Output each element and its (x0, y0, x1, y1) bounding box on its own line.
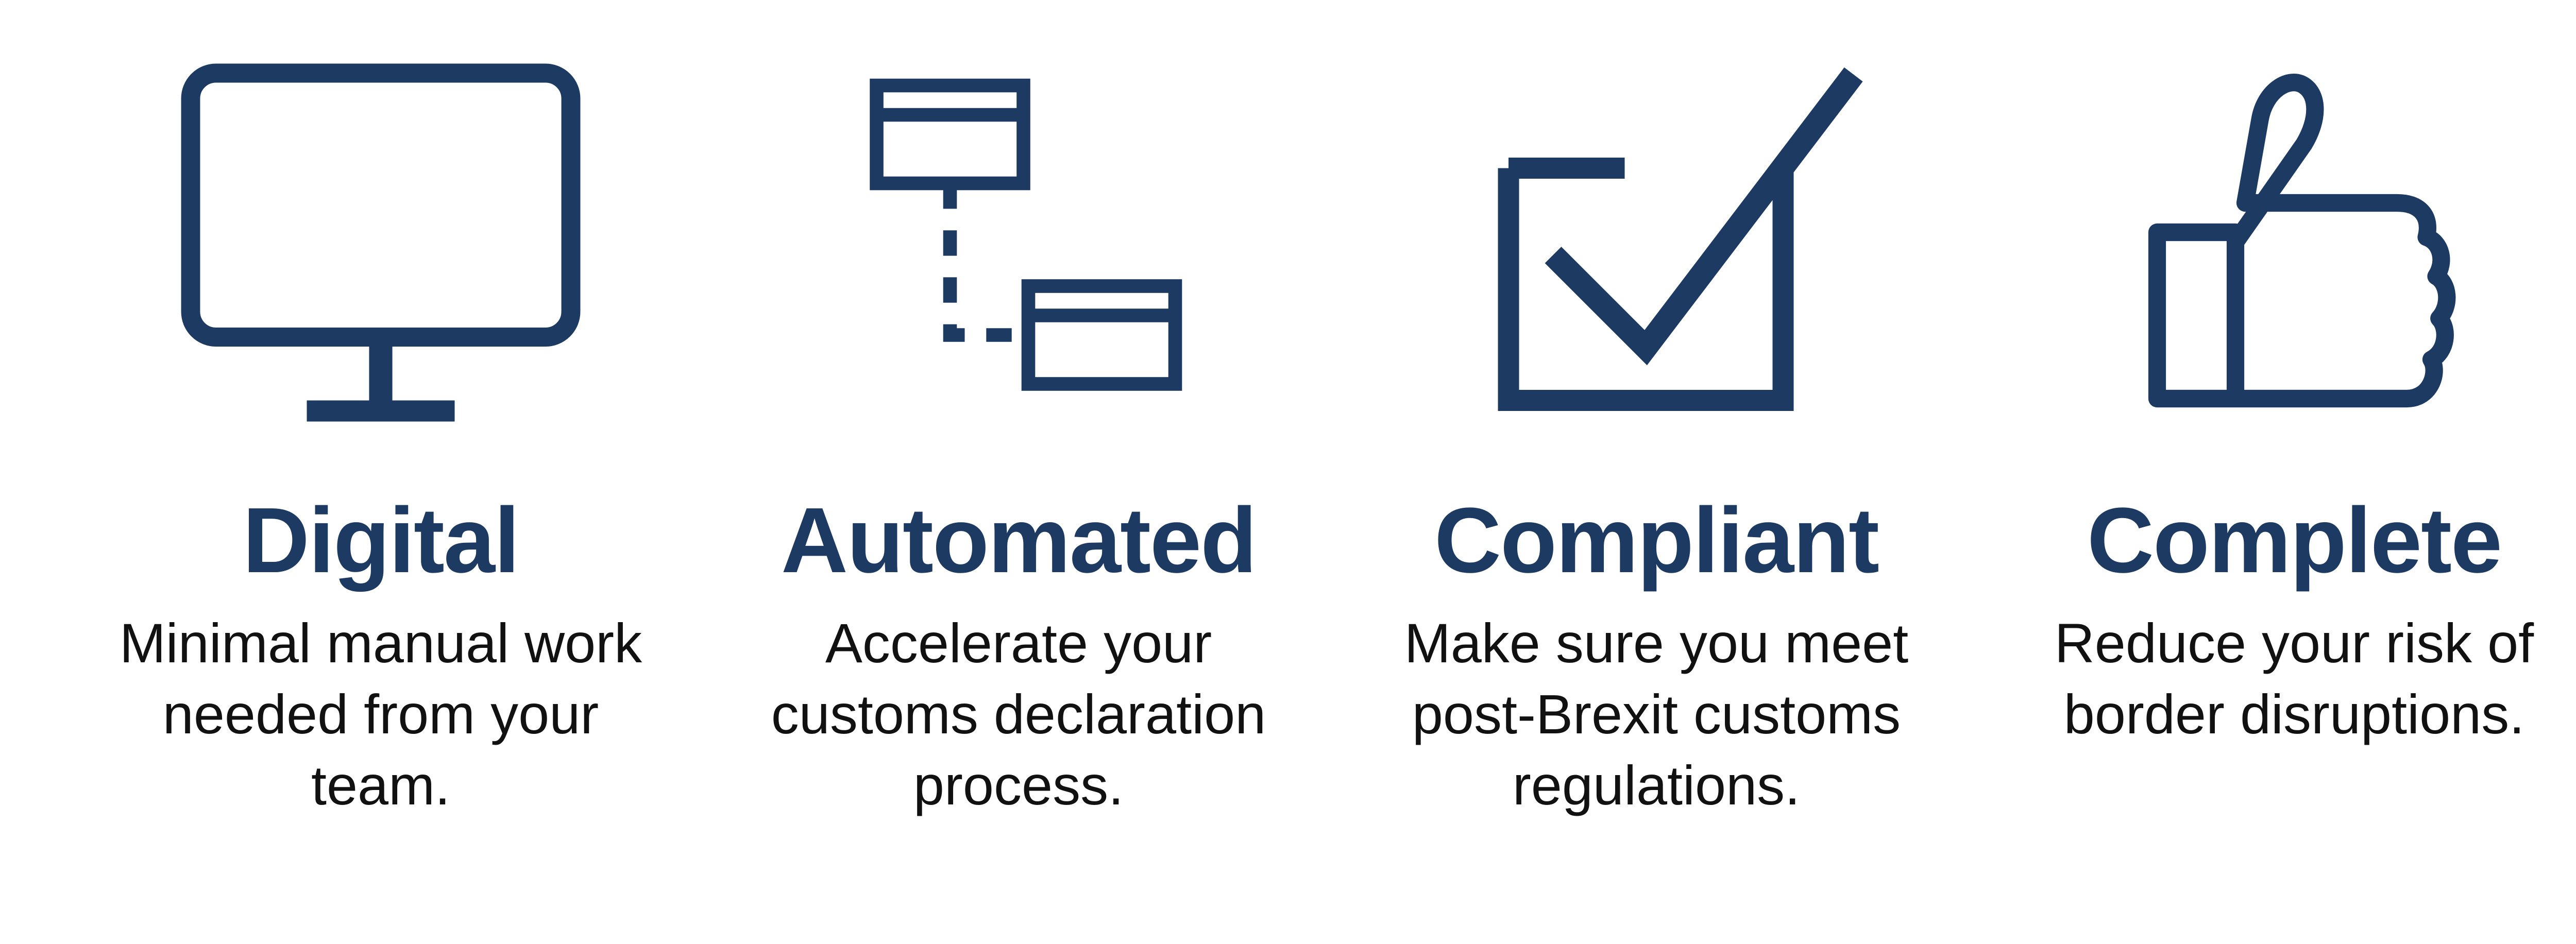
checkbox-icon (1445, 31, 1868, 453)
feature-automated: Automated Accelerate your customs declar… (700, 31, 1337, 821)
feature-complete: Complete Reduce your risk of border disr… (1975, 31, 2576, 750)
feature-desc: Minimal manual work needed from your tea… (97, 608, 664, 821)
feature-title: Automated (781, 494, 1256, 587)
feature-digital: Digital Minimal manual work needed from … (62, 31, 700, 821)
workflow-icon (823, 31, 1214, 453)
feature-title: Digital (243, 494, 519, 587)
feature-desc: Accelerate your customs declaration proc… (735, 608, 1302, 821)
feature-title: Compliant (1434, 494, 1878, 587)
feature-desc: Make sure you meet post-Brexit customs r… (1373, 608, 1940, 821)
feature-title: Complete (2087, 494, 2501, 587)
monitor-icon (170, 31, 592, 453)
feature-row: Digital Minimal manual work needed from … (0, 0, 2576, 944)
feature-desc: Reduce your risk of border disruptions. (2011, 608, 2576, 750)
thumbs-up-icon (2098, 31, 2490, 453)
feature-compliant: Compliant Make sure you meet post-Brexit… (1337, 31, 1975, 821)
